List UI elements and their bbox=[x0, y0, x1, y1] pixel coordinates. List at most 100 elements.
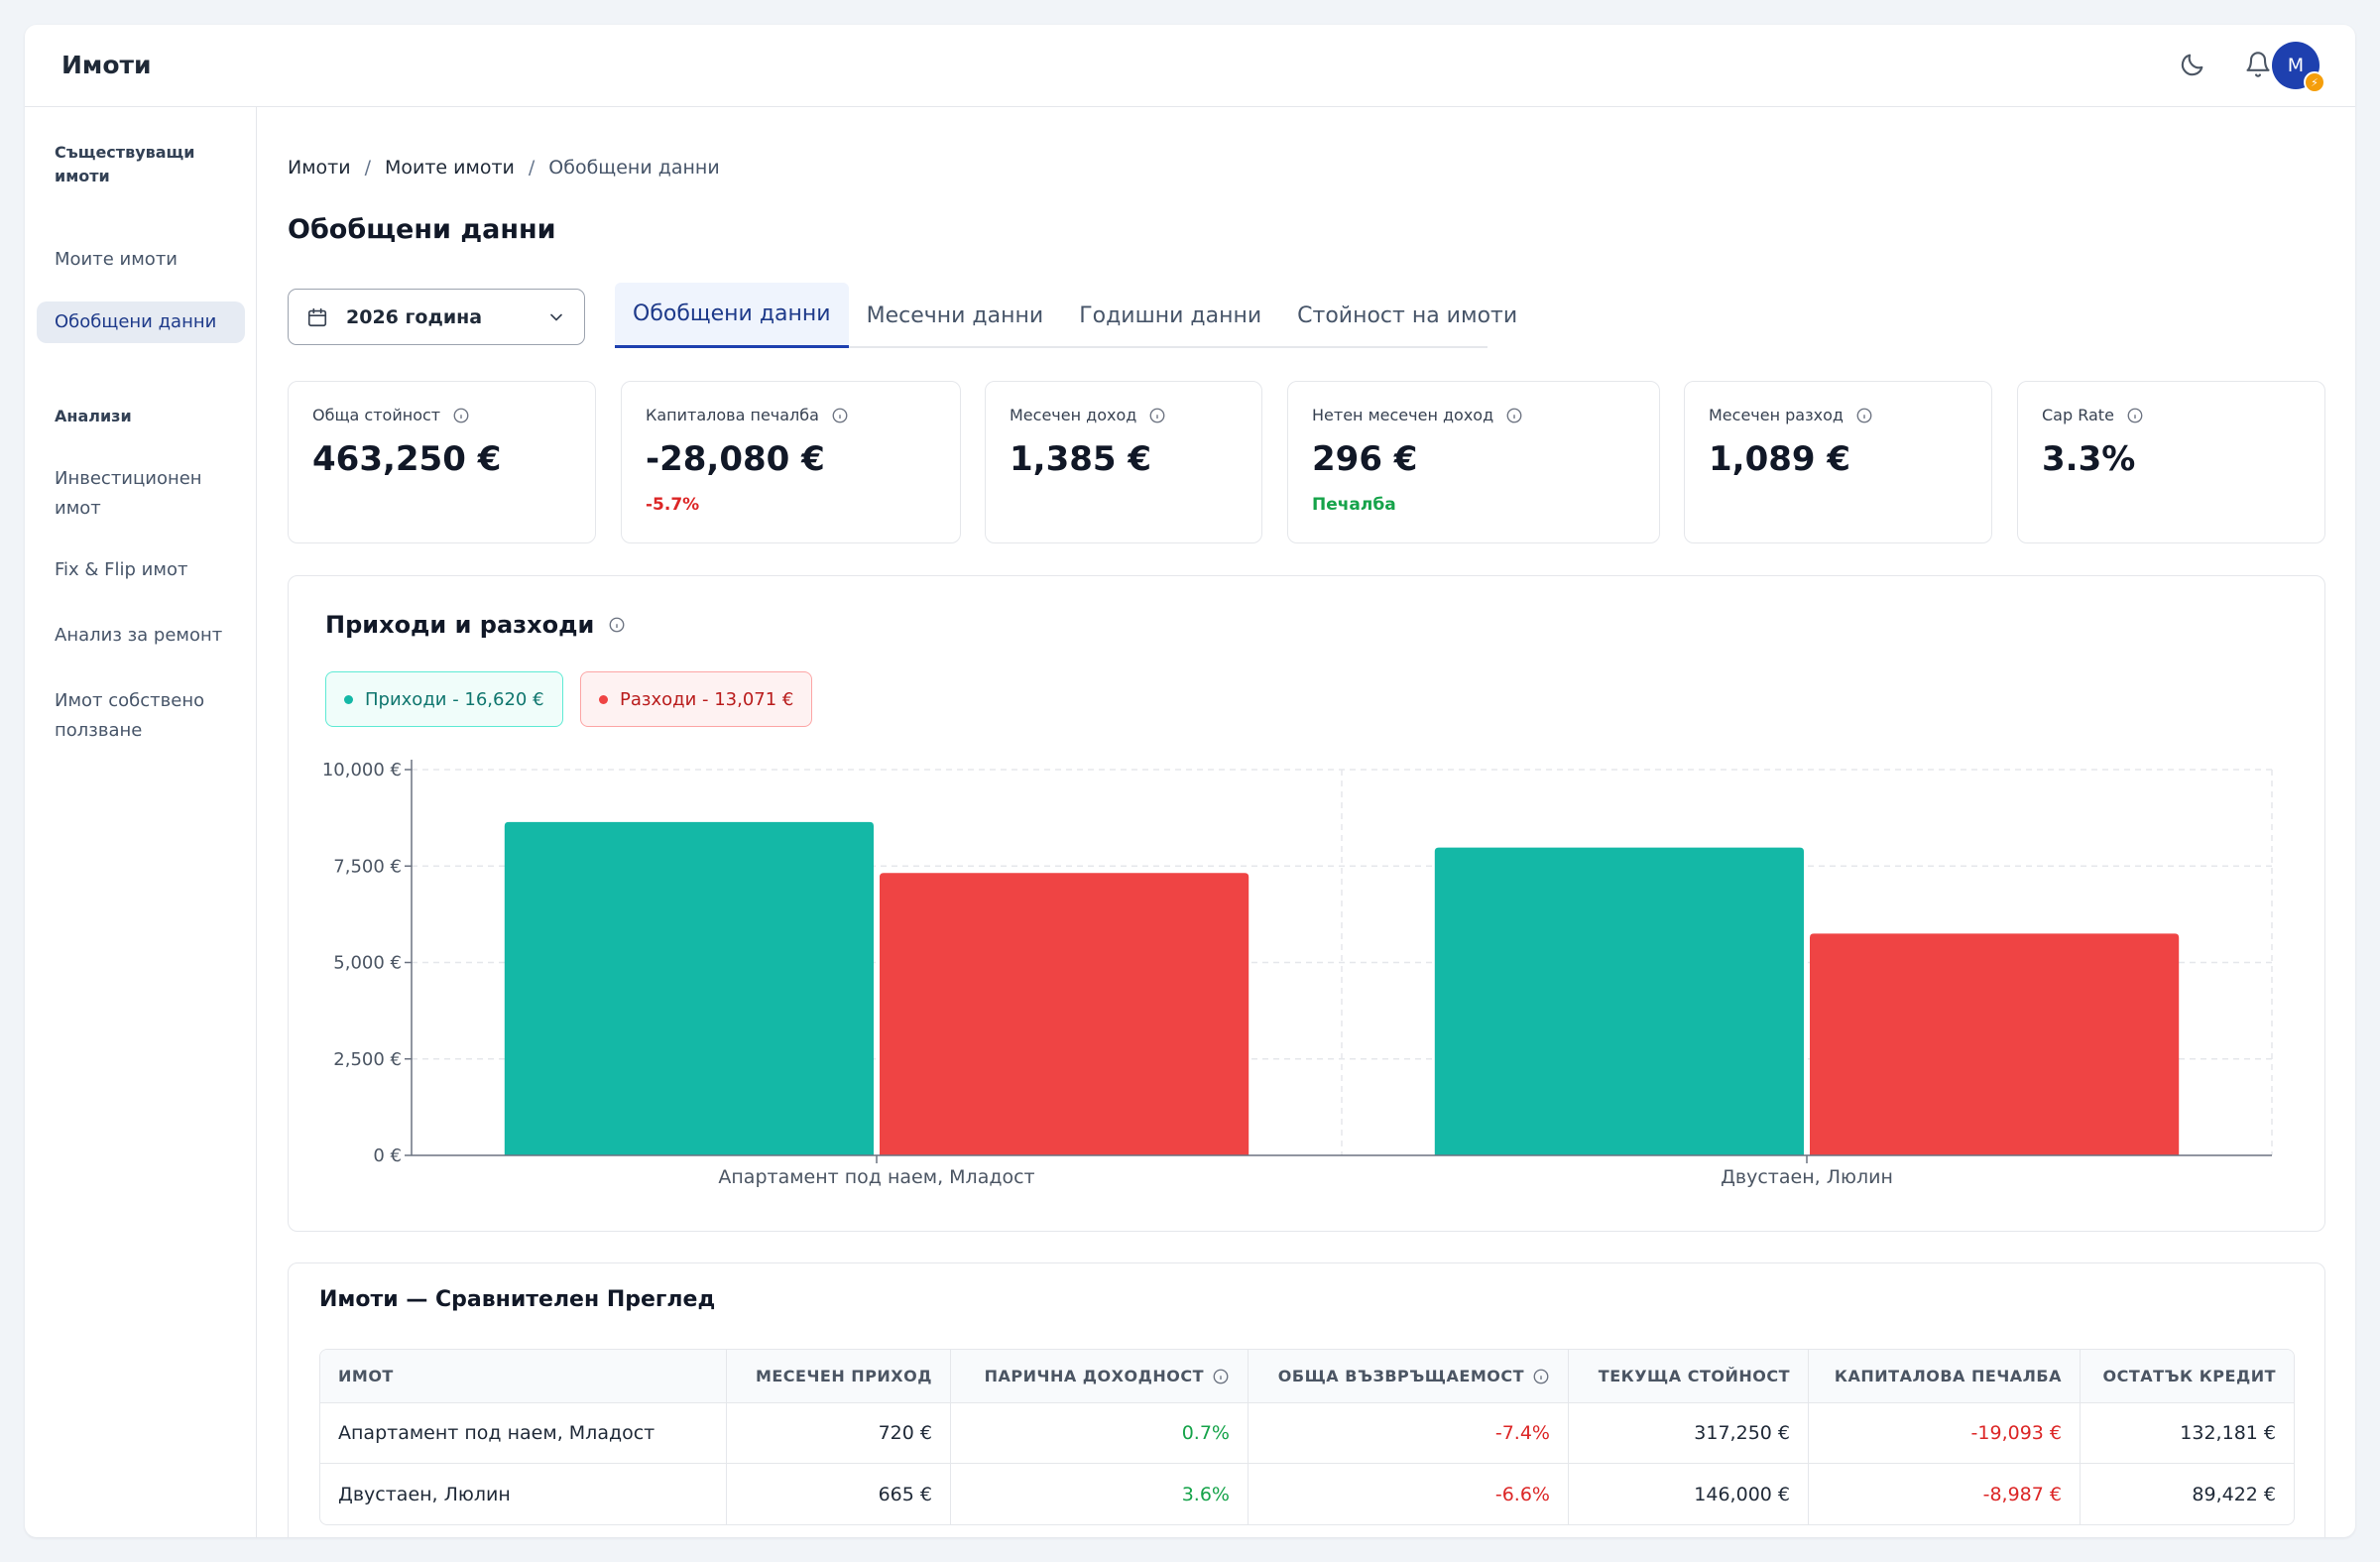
sidebar-section-analysis: Анализи bbox=[55, 407, 132, 425]
info-icon[interactable] bbox=[1505, 407, 1523, 424]
info-icon[interactable] bbox=[1855, 407, 1873, 424]
tab-summary[interactable]: Обобщени данни bbox=[615, 283, 849, 348]
kpi-capital-gain: Капиталова печалба -28,080 € -5.7% bbox=[621, 381, 961, 543]
info-icon[interactable] bbox=[1212, 1368, 1230, 1385]
bar bbox=[504, 821, 874, 1155]
kpi-cap-rate: Cap Rate 3.3% bbox=[2017, 381, 2325, 543]
tab-monthly[interactable]: Месечни данни bbox=[866, 302, 1044, 328]
bar bbox=[1810, 933, 2180, 1155]
column-header: Капиталова печалба bbox=[1809, 1350, 2081, 1403]
breadcrumb-properties[interactable]: Имоти bbox=[288, 157, 351, 179]
breadcrumb-my-properties[interactable]: Моите имоти bbox=[385, 157, 515, 179]
cell-current-value: 317,250 € bbox=[1569, 1403, 1809, 1464]
sidebar-item-my-properties[interactable]: Моите имоти bbox=[55, 249, 178, 270]
column-header: Текуща стойност bbox=[1569, 1350, 1809, 1403]
page-title: Обобщени данни bbox=[288, 214, 556, 245]
kpi-value: 3.3% bbox=[2042, 439, 2136, 479]
column-header: Имот bbox=[320, 1350, 727, 1403]
cell-monthly-income: 665 € bbox=[727, 1464, 951, 1524]
cell-loan-balance: 132,181 € bbox=[2081, 1403, 2294, 1464]
cell-total-return: -6.6% bbox=[1249, 1464, 1569, 1524]
legend-expense-label: Разходи - 13,071 € bbox=[620, 688, 794, 710]
info-icon[interactable] bbox=[608, 616, 626, 634]
kpi-value: 463,250 € bbox=[312, 439, 502, 479]
kpi-total-value: Обща стойност 463,250 € bbox=[288, 381, 596, 543]
info-icon[interactable] bbox=[2126, 407, 2144, 424]
avatar[interactable]: M ⚡ bbox=[2272, 42, 2325, 93]
legend-dot-icon bbox=[344, 694, 353, 704]
cell-cash-yield: 0.7% bbox=[951, 1403, 1249, 1464]
kpi-monthly-expense: Месечен разход 1,089 € bbox=[1684, 381, 1992, 543]
comparison-table-card: Имоти — Сравнителен Преглед Имот Месечен… bbox=[288, 1262, 2325, 1537]
legend-income[interactable]: Приходи - 16,620 € bbox=[325, 671, 563, 727]
y-tick-label: 10,000 € bbox=[322, 760, 402, 781]
income-expense-chart-card: Приходи и разходи Приходи - 16,620 € Раз… bbox=[288, 575, 2325, 1232]
kpi-label: Нетен месечен доход bbox=[1312, 406, 1494, 424]
column-header-label: Парична доходност bbox=[984, 1367, 1204, 1385]
kpi-status: Печалба bbox=[1312, 495, 1396, 515]
sidebar-item-investment[interactable]: Инвестиционен имот bbox=[55, 468, 202, 519]
cell-loan-balance: 89,422 € bbox=[2192, 1483, 2276, 1505]
y-tick-label: 7,500 € bbox=[333, 856, 402, 877]
kpi-value: 1,385 € bbox=[1010, 439, 1152, 479]
tab-property-value[interactable]: Стойност на имоти bbox=[1297, 302, 1518, 328]
y-tick-label: 5,000 € bbox=[333, 953, 402, 974]
info-icon[interactable] bbox=[1148, 407, 1166, 424]
cell-capital-gain: -8,987 € bbox=[1809, 1464, 2081, 1524]
breadcrumb-separator: / bbox=[364, 157, 371, 179]
comparison-table: Имот Месечен приход Парична доходност Об… bbox=[319, 1349, 2295, 1525]
year-select-value: 2026 година bbox=[346, 305, 483, 328]
sidebar-item-fix-flip[interactable]: Fix & Flip имот bbox=[55, 559, 188, 580]
kpi-value: 296 € bbox=[1312, 439, 1418, 479]
y-tick-label: 2,500 € bbox=[333, 1049, 402, 1070]
top-bar: Имоти M ⚡ bbox=[25, 25, 2355, 107]
column-header: Остатък кредит bbox=[2081, 1350, 2294, 1403]
breadcrumb: Имоти / Моите имоти / Обобщени данни bbox=[288, 157, 720, 179]
kpi-label: Обща стойност bbox=[312, 406, 441, 424]
legend-expense[interactable]: Разходи - 13,071 € bbox=[580, 671, 813, 727]
table-header-row: Имот Месечен приход Парична доходност Об… bbox=[320, 1350, 2294, 1403]
sidebar-item-renovation[interactable]: Анализ за ремонт bbox=[55, 625, 223, 646]
column-header: Обща възвръщаемост bbox=[1249, 1350, 1569, 1403]
cell-property: Двустаен, Люлин bbox=[320, 1464, 727, 1524]
legend-dot-icon bbox=[599, 694, 608, 704]
app-window: Имоти M ⚡ Съществуващи имоти Моите имоти… bbox=[25, 25, 2355, 1537]
breadcrumb-separator: / bbox=[528, 157, 536, 179]
tab-yearly[interactable]: Годишни данни bbox=[1079, 302, 1262, 328]
bar bbox=[880, 873, 1250, 1155]
sidebar: Съществуващи имоти Моите имоти Обобщени … bbox=[25, 107, 257, 1537]
table-row[interactable]: Двустаен, Люлин 665 € 3.6% -6.6% 146,000… bbox=[320, 1464, 2294, 1524]
cell-current-value: 146,000 € bbox=[1569, 1464, 1809, 1524]
x-tick-label: Апартамент под наем, Младост bbox=[718, 1166, 1034, 1188]
info-icon[interactable] bbox=[1532, 1368, 1550, 1385]
app-title: Имоти bbox=[61, 51, 152, 79]
calendar-icon bbox=[307, 307, 327, 326]
kpi-change: -5.7% bbox=[646, 495, 700, 515]
cell-cash-yield: 3.6% bbox=[951, 1464, 1249, 1524]
kpi-monthly-income: Месечен доход 1,385 € bbox=[985, 381, 1262, 543]
column-header: Парична доходност bbox=[951, 1350, 1249, 1403]
bell-icon[interactable] bbox=[2240, 47, 2276, 82]
moon-icon[interactable] bbox=[2175, 47, 2210, 82]
cell-capital-gain: -19,093 € bbox=[1809, 1403, 2081, 1464]
chart-title: Приходи и разходи bbox=[325, 611, 595, 639]
avatar-initial: M bbox=[2287, 55, 2305, 76]
kpi-label: Капиталова печалба bbox=[646, 406, 819, 424]
kpi-label: Месечен разход bbox=[1709, 406, 1844, 424]
kpi-value: 1,089 € bbox=[1709, 439, 1851, 479]
tab-bar: Обобщени данни Месечни данни Годишни дан… bbox=[615, 283, 1517, 348]
kpi-value: -28,080 € bbox=[646, 439, 825, 479]
sidebar-item-summary[interactable]: Обобщени данни bbox=[37, 301, 245, 343]
breadcrumb-current: Обобщени данни bbox=[548, 157, 720, 179]
column-header: Месечен приход bbox=[727, 1350, 951, 1403]
year-select[interactable]: 2026 година bbox=[288, 289, 585, 345]
sidebar-item-own-use[interactable]: Имот собствено ползване bbox=[55, 690, 205, 741]
kpi-net-income: Нетен месечен доход 296 € Печалба bbox=[1287, 381, 1660, 543]
cell-total-return: -7.4% bbox=[1249, 1403, 1569, 1464]
info-icon[interactable] bbox=[831, 407, 849, 424]
kpi-label: Месечен доход bbox=[1010, 406, 1137, 424]
cell-monthly-income: 720 € bbox=[727, 1403, 951, 1464]
bar bbox=[1434, 847, 1804, 1155]
info-icon[interactable] bbox=[452, 407, 470, 424]
table-row[interactable]: Апартамент под наем, Младост 720 € 0.7% … bbox=[320, 1403, 2294, 1464]
